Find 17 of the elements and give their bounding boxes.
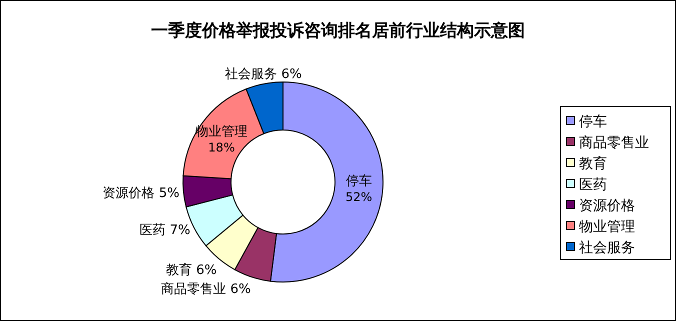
category-label: 教育 6% (166, 263, 217, 278)
legend-label: 教育 (579, 155, 607, 172)
category-label: 医药 7% (140, 223, 190, 238)
legend-label: 医药 (579, 177, 607, 193)
legend-label: 停车 (579, 114, 607, 130)
category-label: 社会服务 6% (225, 66, 302, 82)
chart-title: 一季度价格举报投诉咨询排名居前行业结构示意图 (151, 21, 525, 40)
legend-label: 物业管理 (579, 219, 635, 235)
category-label: 资源价格 5% (102, 186, 180, 201)
legend-label: 商品零售业 (579, 135, 649, 151)
data-label: 18% (208, 140, 235, 154)
category-label: 商品零售业 6% (161, 282, 251, 297)
slice-label: 物业管理 (196, 124, 248, 140)
legend-label: 资源价格 (579, 198, 635, 214)
data-label: 52% (346, 190, 372, 204)
slice-label: 停车 (346, 174, 372, 189)
legend-label: 社会服务 (579, 240, 635, 256)
